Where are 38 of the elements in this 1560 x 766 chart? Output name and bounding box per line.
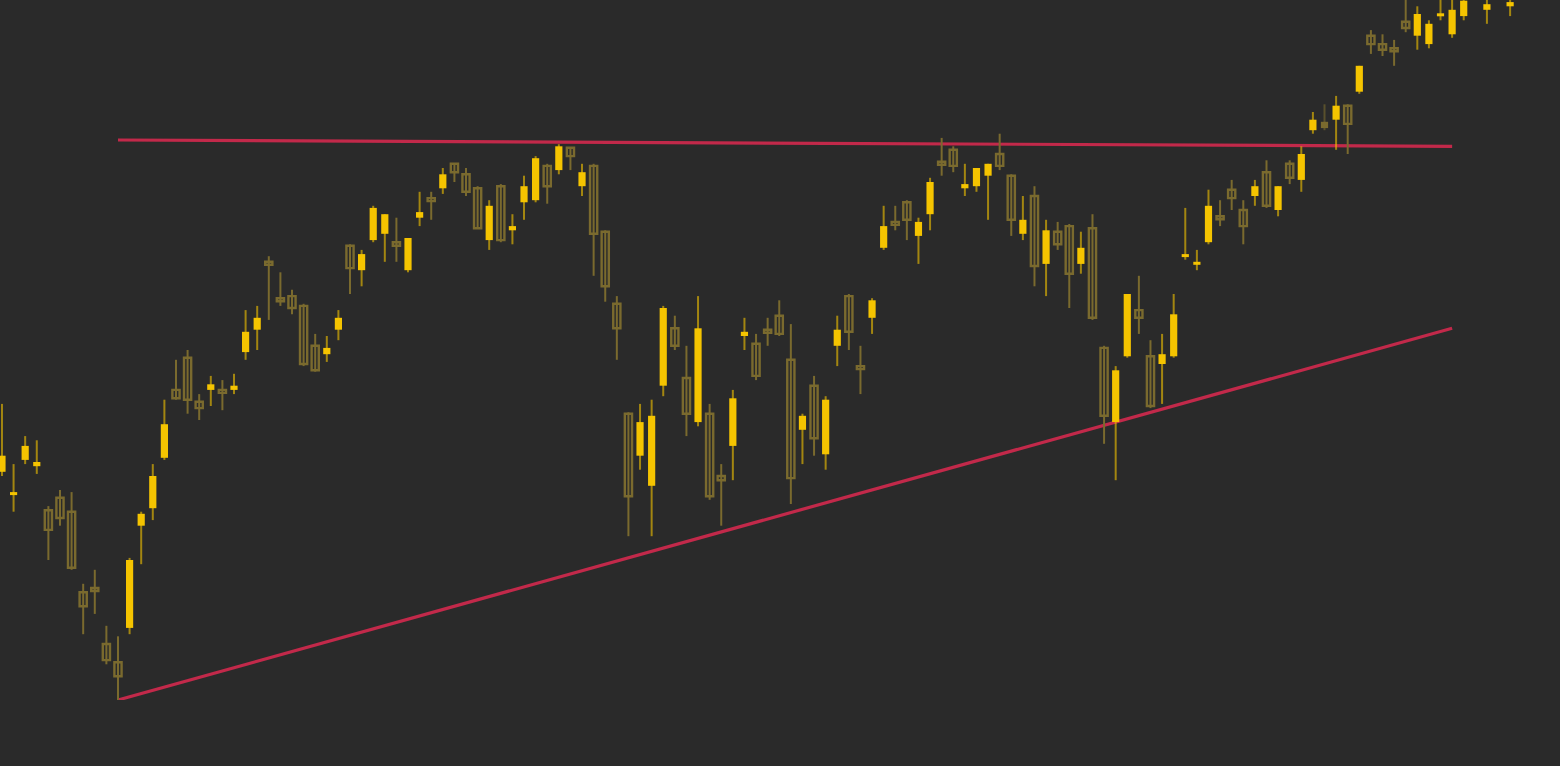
candlestick	[391, 216, 402, 263]
candlestick	[345, 243, 355, 295]
candlestick	[449, 162, 460, 183]
candlestick	[1238, 199, 1249, 246]
candlestick	[1215, 199, 1225, 228]
candlestick	[1145, 339, 1156, 410]
candlestick	[994, 132, 1005, 172]
candlestick	[890, 204, 901, 232]
candlestick	[1099, 344, 1109, 445]
candlestick	[426, 190, 437, 221]
candlestick	[113, 635, 123, 701]
candlestick	[751, 332, 761, 382]
candlestick	[1342, 103, 1353, 155]
candlestick	[670, 314, 680, 351]
candlestick	[855, 344, 866, 396]
candlestick	[1134, 274, 1144, 335]
candlestick	[194, 393, 204, 421]
candlestick	[786, 323, 796, 505]
candlestick	[1284, 159, 1295, 186]
candlestick	[565, 146, 576, 172]
candlestick	[1226, 178, 1237, 211]
candlestick	[844, 293, 854, 351]
candlestick	[612, 295, 622, 361]
candlestick	[681, 344, 692, 438]
candlestick	[264, 255, 274, 321]
candlestick	[1261, 159, 1272, 209]
candlestick	[623, 411, 634, 538]
candlestick	[101, 624, 112, 666]
candlestick	[1029, 185, 1040, 288]
candlestick	[1087, 213, 1098, 321]
candlestick	[404, 237, 412, 274]
candlestick	[1006, 173, 1017, 237]
candlestick	[902, 199, 912, 242]
candlestick	[542, 162, 553, 205]
candlestick	[809, 374, 819, 457]
candlestick	[496, 183, 506, 244]
candlestick	[217, 379, 228, 412]
candlestick	[1400, 0, 1411, 34]
